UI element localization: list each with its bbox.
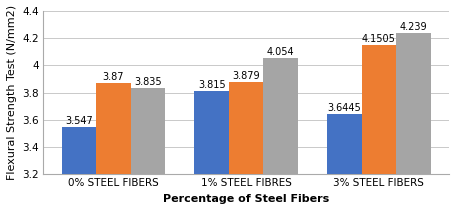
Bar [194, 91, 228, 174]
Text: 3.87: 3.87 [102, 72, 124, 82]
Y-axis label: Flexural Strength Test (N/mm2): Flexural Strength Test (N/mm2) [7, 5, 17, 180]
Bar [326, 114, 361, 174]
Bar [395, 33, 430, 174]
Text: 4.1505: 4.1505 [361, 34, 395, 44]
Bar [361, 45, 395, 174]
Bar [131, 88, 165, 174]
Bar [61, 127, 96, 174]
Text: 3.835: 3.835 [134, 77, 162, 87]
Text: 3.879: 3.879 [232, 71, 259, 81]
Bar [263, 58, 297, 174]
Bar [228, 82, 263, 174]
X-axis label: Percentage of Steel Fibers: Percentage of Steel Fibers [163, 194, 329, 204]
Text: 3.547: 3.547 [65, 116, 93, 126]
Text: 3.6445: 3.6445 [327, 103, 360, 113]
Text: 4.054: 4.054 [266, 47, 294, 57]
Text: 3.815: 3.815 [197, 80, 225, 89]
Bar [96, 83, 131, 174]
Text: 4.239: 4.239 [399, 22, 426, 32]
